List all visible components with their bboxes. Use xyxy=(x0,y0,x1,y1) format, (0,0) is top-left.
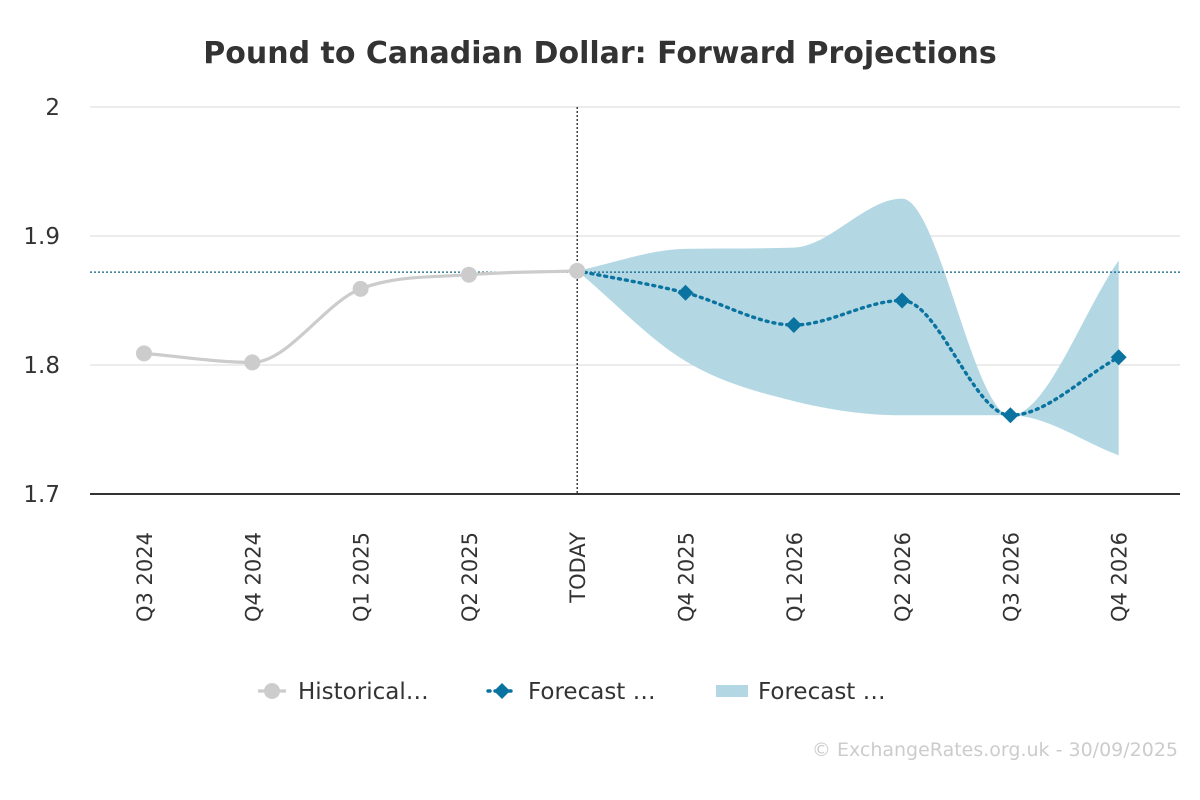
axes: 1.7 1.8 1.9 2 Q3 2024 Q4 2024 Q1 2025 Q2 2025 TO… xyxy=(23,95,1180,622)
forecast-point xyxy=(894,292,911,309)
forecast-point xyxy=(785,317,802,334)
y-tick-label: 2 xyxy=(45,95,60,121)
y-tick-label: 1.7 xyxy=(23,482,60,508)
y-tick-label: 1.8 xyxy=(23,353,60,379)
x-tick-label: Q2 2026 xyxy=(891,532,915,622)
forecast-range-area xyxy=(577,198,1119,456)
forecast-point xyxy=(1110,349,1127,366)
x-tick-label: Q4 2026 xyxy=(1108,532,1132,622)
legend-item-forecast[interactable]: Forecast … xyxy=(486,679,656,705)
historical-point xyxy=(460,266,477,283)
grid-lines xyxy=(90,106,1180,366)
legend-circle-icon xyxy=(264,683,280,699)
chart-title: Pound to Canadian Dollar: Forward Projec… xyxy=(203,36,996,71)
x-tick-label: Q3 2026 xyxy=(999,532,1023,622)
x-tick-label: TODAY xyxy=(566,532,590,604)
credit-text: © ExchangeRates.org.uk - 30/09/2025 xyxy=(812,739,1178,761)
forecast-point xyxy=(1002,407,1019,424)
legend-item-historical[interactable]: Historical… xyxy=(258,679,429,705)
reference-lines xyxy=(90,107,1180,494)
historical-point xyxy=(136,345,152,362)
forecast-range-band xyxy=(577,198,1119,456)
y-tick-label: 1.9 xyxy=(23,224,60,250)
legend-area-icon xyxy=(716,685,748,697)
x-tick-label: Q1 2025 xyxy=(350,532,374,622)
x-tick-label: Q1 2026 xyxy=(783,532,807,622)
legend-label: Historical… xyxy=(298,679,429,705)
legend-item-forecast-range[interactable]: Forecast … xyxy=(716,679,886,705)
legend-diamond-icon xyxy=(494,683,510,699)
historical-point xyxy=(569,262,586,279)
legend-label: Forecast … xyxy=(528,679,656,705)
series-markers xyxy=(136,262,1127,424)
x-tick-label: Q4 2025 xyxy=(675,532,699,622)
x-tick-label: Q3 2024 xyxy=(133,532,157,622)
x-tick-label: Q4 2024 xyxy=(241,532,265,622)
x-tick-label: Q2 2025 xyxy=(458,532,482,622)
forecast-point xyxy=(677,284,694,301)
historical-point xyxy=(244,354,261,371)
legend[interactable]: Historical… Forecast … Forecast … xyxy=(258,679,886,705)
historical-point xyxy=(352,280,369,297)
legend-label: Forecast … xyxy=(758,679,886,705)
